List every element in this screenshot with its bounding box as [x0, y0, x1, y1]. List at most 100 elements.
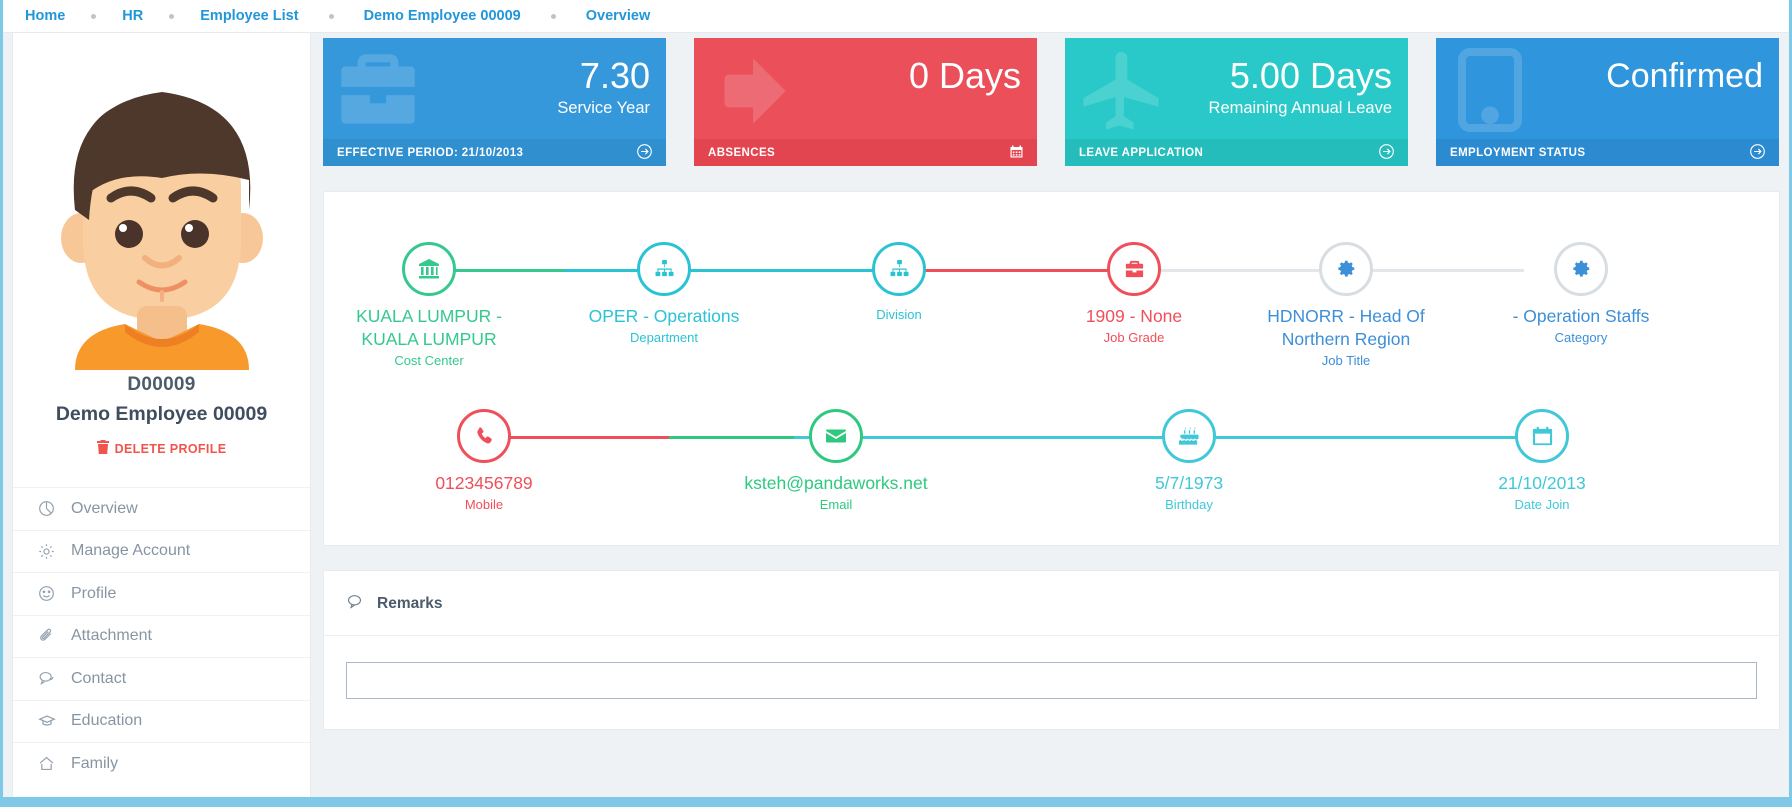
timeline-sub-label: Division [876, 307, 922, 322]
bottom-accent-strip [3, 797, 1789, 804]
breadcrumb-item-hr[interactable]: HR [122, 8, 144, 24]
breadcrumb: Home HR Employee List Demo Employee 0000… [3, 0, 1789, 33]
timeline-sub-label: Mobile [464, 497, 504, 512]
sitemap-icon [637, 242, 691, 296]
breadcrumb-item-employee[interactable]: Demo Employee 00009 [363, 8, 521, 24]
sidebar-item-contact[interactable]: Contact [13, 657, 310, 700]
timeline-value: 1909 - None [1085, 306, 1183, 326]
sidebar-item-overview[interactable]: Overview [13, 487, 310, 530]
timeline-connector [429, 269, 564, 272]
timeline-node-cost-center[interactable]: KUALA LUMPUR - KUALA LUMPUR Cost Center [324, 242, 534, 371]
sidebar-item-label: Family [71, 754, 119, 772]
timeline-node-job-title[interactable]: HDNORR - Head Of Northern Region Job Tit… [1241, 242, 1451, 371]
breadcrumb-item-home[interactable]: Home [25, 8, 66, 24]
kpi-footer-label: EFFECTIVE PERIOD: 21/10/2013 [337, 146, 524, 159]
remarks-title: Remarks [377, 595, 443, 612]
sidebar-item-label: Profile [71, 584, 117, 602]
sitemap-icon [872, 242, 926, 296]
timeline-node-email[interactable]: ksteh@pandaworks.net Email [731, 409, 941, 515]
envelope-icon [809, 409, 863, 463]
breadcrumb-separator [550, 13, 556, 19]
kpi-footer[interactable]: EMPLOYMENT STATUS [1436, 139, 1779, 166]
kpi-footer[interactable]: EFFECTIVE PERIOD: 21/10/2013 [323, 139, 666, 166]
kpi-label: Service Year [557, 99, 650, 117]
sidebar-item-label: Overview [71, 499, 138, 517]
bank-icon [402, 242, 456, 296]
sidebar-item-label: Attachment [71, 627, 152, 645]
kpi-footer[interactable]: ABSENCES [694, 139, 1037, 166]
timeline-sub-label: Email [819, 497, 853, 512]
timeline-value: 5/7/1973 [1154, 473, 1224, 493]
gear-icon [37, 542, 56, 561]
sidebar-item-education[interactable]: Education [13, 699, 310, 743]
kpi-card-employment-status[interactable]: Confirmed EMPLOYMENT STATUS [1436, 38, 1779, 166]
delete-profile-button[interactable]: DELETE PROFILE [13, 440, 310, 457]
kpi-card-leave-application[interactable]: 5.00 Days Remaining Annual Leave LEAVE A… [1065, 38, 1408, 166]
comment-icon [346, 593, 363, 615]
home-icon [37, 754, 56, 773]
timeline-node-birthday[interactable]: 5/7/1973 Birthday [1084, 409, 1294, 515]
remarks-panel: Remarks [323, 570, 1780, 730]
pie-chart-icon [37, 499, 56, 518]
arrow-circle-right-icon[interactable] [1378, 143, 1395, 163]
breadcrumb-item-employee-list[interactable]: Employee List [200, 8, 299, 24]
timeline-sub-label: Date Join [1514, 497, 1570, 512]
remarks-input[interactable] [346, 662, 1757, 699]
kpi-body: Confirmed [1606, 56, 1763, 97]
briefcase-icon [329, 42, 427, 145]
arrow-circle-right-icon[interactable] [636, 143, 653, 163]
breadcrumb-item-overview[interactable]: Overview [585, 8, 651, 24]
timeline-node-category[interactable]: - Operation Staffs Category [1476, 242, 1686, 348]
gear-icon [1554, 242, 1608, 296]
timeline-node-department[interactable]: OPER - Operations Department [559, 242, 769, 348]
remarks-header: Remarks [324, 571, 1779, 636]
timeline-connector [794, 436, 1529, 439]
kpi-value: 0 Days [908, 55, 1021, 96]
timeline-value: OPER - Operations [588, 306, 740, 326]
gear-icon [1319, 242, 1373, 296]
sidebar-item-attachment[interactable]: Attachment [13, 614, 310, 658]
kpi-value: 5.00 Days [1229, 55, 1392, 96]
sidebar-item-family[interactable]: Family [13, 742, 310, 785]
kpi-body: 0 Days [909, 56, 1021, 97]
kpi-value: 7.30 [579, 55, 650, 96]
timeline-connector [564, 269, 884, 272]
kpi-body: 5.00 Days Remaining Annual Leave [1209, 56, 1392, 119]
employee-code: D00009 [127, 374, 196, 395]
kpi-card-service-year[interactable]: 7.30 Service Year EFFECTIVE PERIOD: 21/1… [323, 38, 666, 166]
timeline-value: 21/10/2013 [1498, 473, 1586, 493]
timeline-node-date-join[interactable]: 21/10/2013 Date Join [1437, 409, 1647, 515]
timeline-sub-label: Job Grade [1103, 330, 1165, 345]
plane-icon [1071, 42, 1171, 147]
timeline-value: HDNORR - Head Of Northern Region [1267, 306, 1425, 349]
kpi-footer-label: EMPLOYMENT STATUS [1450, 146, 1586, 159]
delete-profile-label: DELETE PROFILE [114, 441, 227, 456]
arrow-circle-right-icon[interactable] [1749, 143, 1766, 163]
sidebar-item-manage-account[interactable]: Manage Account [13, 529, 310, 573]
phone-icon [457, 409, 511, 463]
chat-bubbles-icon [37, 669, 56, 688]
trash-icon [96, 440, 109, 457]
breadcrumb-separator [91, 13, 97, 19]
timeline-value: 0123456789 [435, 473, 533, 493]
timeline-sub-label: Birthday [1165, 497, 1213, 512]
timeline-node-division[interactable]: Division [794, 242, 1004, 325]
kpi-cards: 7.30 Service Year EFFECTIVE PERIOD: 21/1… [323, 38, 1779, 166]
timeline-node-job-grade[interactable]: 1909 - None Job Grade [1029, 242, 1239, 348]
kpi-body: 7.30 Service Year [557, 56, 650, 119]
timeline-node-mobile[interactable]: 0123456789 Mobile [379, 409, 589, 515]
kpi-footer[interactable]: LEAVE APPLICATION [1065, 139, 1408, 166]
breadcrumb-separator [328, 13, 334, 19]
calendar-icon[interactable] [1009, 144, 1024, 162]
avatar-illustration [60, 92, 263, 370]
birthday-cake-icon [1162, 409, 1216, 463]
kpi-footer-label: ABSENCES [708, 146, 776, 159]
kpi-card-absences[interactable]: 0 Days ABSENCES [694, 38, 1037, 166]
sidebar-item-profile[interactable]: Profile [13, 572, 310, 615]
smiley-icon [37, 584, 56, 603]
graduation-cap-icon [37, 712, 56, 731]
sidebar-menu: Overview Manage Account [13, 487, 310, 785]
timeline-sub-label: Department [630, 330, 698, 345]
timeline-value: - Operation Staffs [1512, 306, 1650, 326]
